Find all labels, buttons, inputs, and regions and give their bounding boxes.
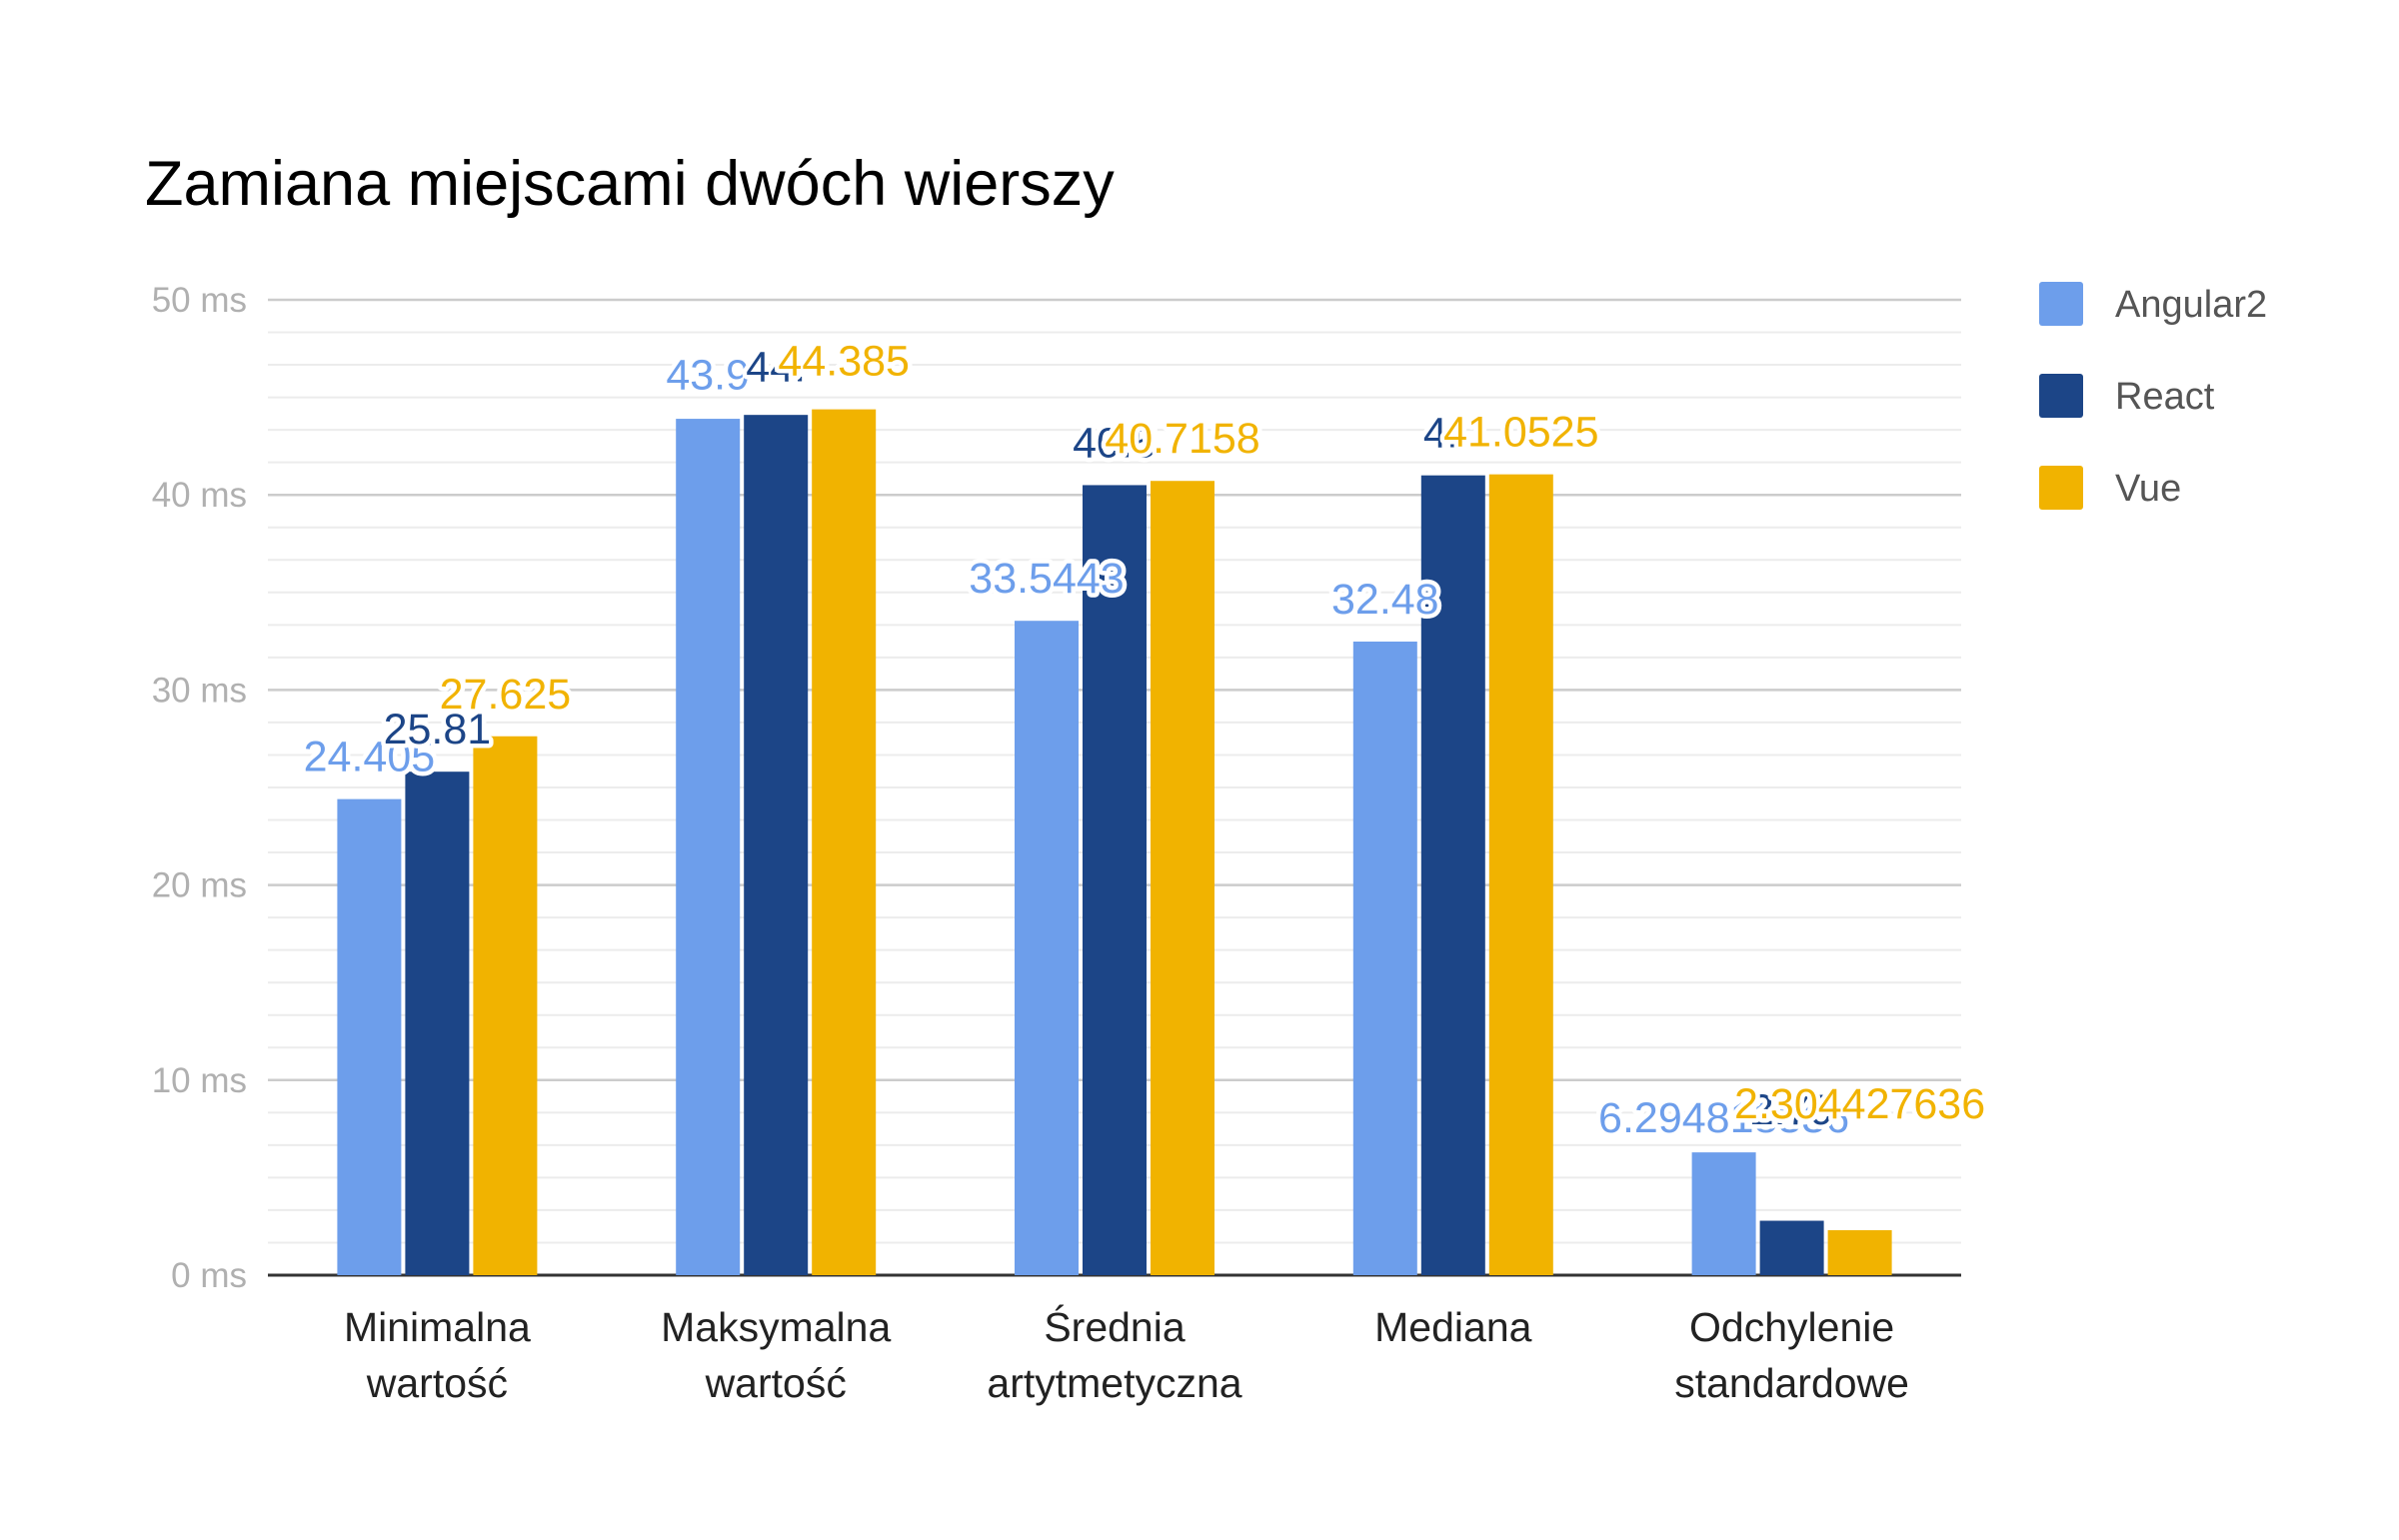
legend-label-vue: Vue	[2115, 468, 2181, 510]
bar-react	[1420, 475, 1485, 1275]
bar-vue	[1151, 481, 1214, 1276]
legend-swatch-react	[2039, 374, 2083, 418]
bar-react	[744, 415, 809, 1276]
data-label-vue: 41.0525	[1443, 409, 1598, 457]
y-tick-label: 50 ms	[152, 281, 247, 320]
data-label-angular2: 33.5443	[969, 555, 1124, 603]
x-tick-label: artytmetyczna	[987, 1360, 1241, 1406]
bar-vue	[1827, 1230, 1892, 1275]
data-label-vue: 27.625	[440, 671, 572, 719]
data-label-angular2: 43.9	[666, 352, 750, 400]
chart-title: Zamiana miejscami dwóch wierszy	[145, 149, 1115, 219]
y-tick-label: 30 ms	[152, 671, 247, 710]
legend: Angular2 React Vue	[2039, 282, 2267, 510]
bar-angular2	[1352, 641, 1417, 1275]
bar-react	[405, 771, 470, 1275]
bar-angular2	[337, 798, 402, 1275]
y-tick-label: 20 ms	[152, 866, 247, 905]
data-label-angular2: 24.405	[304, 734, 436, 781]
x-tick-label: wartość	[705, 1360, 847, 1406]
y-tick-label: 40 ms	[152, 476, 247, 515]
data-label-vue: 40.7158	[1105, 415, 1259, 463]
x-axis: Minimalna wartość Maksymalna wartość Średnia…	[344, 1304, 1909, 1406]
x-tick-label: Średnia	[1044, 1304, 1186, 1350]
data-label-react: 40.5	[1073, 419, 1157, 467]
x-tick-label: wartość	[366, 1360, 508, 1406]
bar-vue	[1488, 474, 1553, 1275]
legend-label-angular2: Angular2	[2115, 284, 2267, 326]
data-label-vue: 44.385	[778, 338, 910, 386]
bar-react	[1083, 485, 1147, 1275]
bar-vue	[812, 409, 877, 1275]
data-label-vue: 2.304427636	[1734, 1080, 1985, 1128]
data-label-react: 44.	[746, 344, 806, 392]
data-label-angular2: 32.48	[1331, 576, 1439, 624]
x-tick-label: Mediana	[1374, 1304, 1531, 1350]
legend-swatch-angular2	[2039, 282, 2083, 326]
x-tick-label: standardowe	[1674, 1360, 1909, 1406]
data-label-react: 41.	[1423, 410, 1483, 458]
y-tick-label: 10 ms	[152, 1061, 247, 1100]
data-label-react: 25.81	[384, 706, 492, 754]
data-label-react: 2.79	[1750, 1086, 1834, 1134]
bar-angular2	[1691, 1152, 1756, 1275]
x-tick-label: Maksymalna	[661, 1304, 891, 1350]
x-tick-label: Odchylenie	[1689, 1304, 1894, 1350]
bar-react	[1759, 1220, 1824, 1275]
legend-label-react: React	[2115, 376, 2215, 418]
y-axis: 0 ms 10 ms 20 ms 30 ms 40 ms 50 ms	[152, 281, 1961, 1295]
bar-angular2	[1015, 621, 1079, 1275]
legend-swatch-vue	[2039, 466, 2083, 510]
bars	[337, 409, 1892, 1276]
y-tick-label: 0 ms	[171, 1256, 247, 1295]
data-label-angular2: 6.294818336	[1598, 1094, 1849, 1142]
bar-angular2	[676, 419, 741, 1275]
bar-vue	[473, 736, 538, 1275]
x-tick-label: Minimalna	[344, 1304, 531, 1350]
